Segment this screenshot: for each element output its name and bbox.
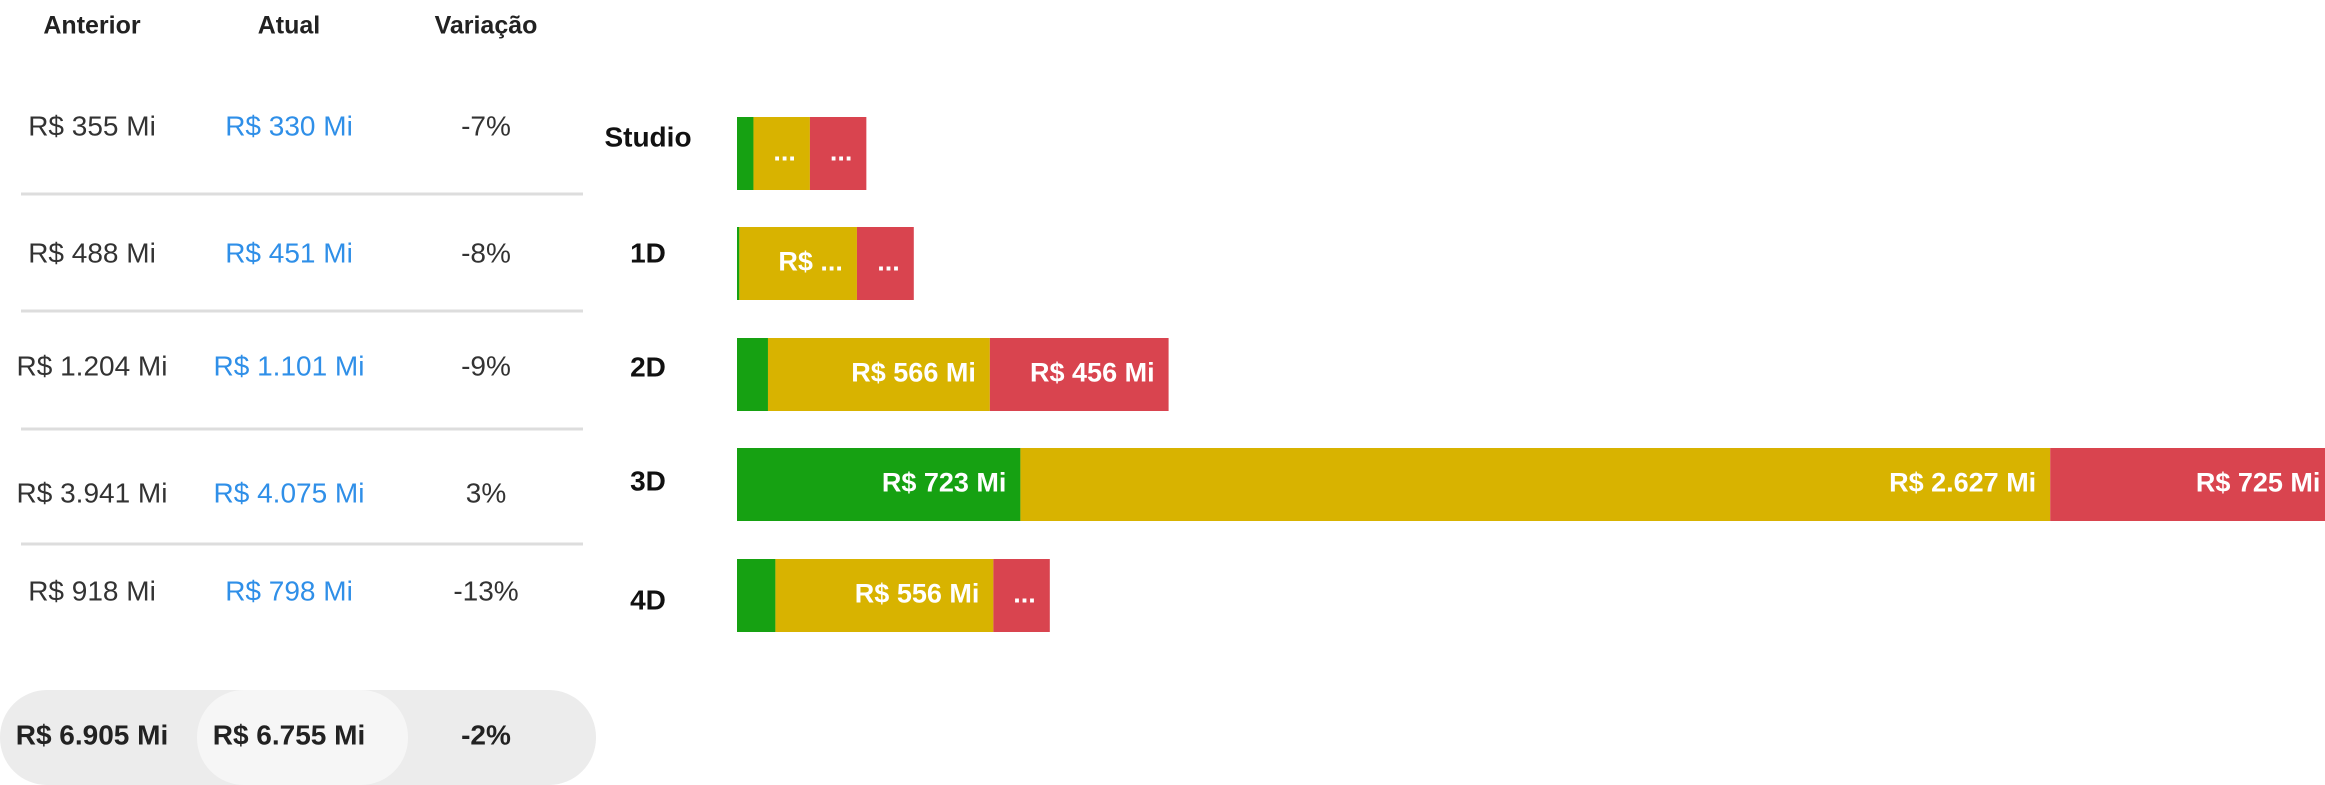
table-cell: R$ 1.204 Mi (17, 350, 168, 381)
table-cell: R$ 488 Mi (28, 237, 156, 268)
table-cell: -7% (461, 110, 511, 141)
bar-segment (993, 559, 1050, 632)
table-cell: R$ 918 Mi (28, 575, 156, 606)
column-header: Atual (258, 12, 321, 40)
bar-segment (737, 227, 740, 300)
bar-value-label: ... (877, 247, 900, 277)
table-cell: R$ 4.075 Mi (214, 477, 365, 508)
table-cell: -9% (461, 350, 511, 381)
bar-value-label: ... (773, 137, 796, 167)
category-label: 1D (630, 237, 666, 268)
table-cell: R$ 355 Mi (28, 110, 156, 141)
bar-segment (2050, 448, 2325, 521)
bar-value-label: ... (1013, 579, 1036, 609)
bar-segment (739, 227, 857, 300)
bar-segment (737, 338, 768, 411)
bar-value-label: R$ 556 Mi (855, 579, 980, 609)
category-label: 3D (630, 465, 666, 496)
bar-segment (856, 227, 914, 300)
bar-value-label: R$ 456 Mi (1030, 358, 1155, 388)
bar-segment (737, 559, 776, 632)
bar-segment (737, 448, 1021, 521)
total-cell: R$ 6.755 Mi (213, 719, 366, 750)
bar-value-label: R$ ... (778, 247, 843, 277)
bar-segment (809, 117, 867, 190)
bar-value-label: R$ 725 Mi (2196, 468, 2321, 498)
column-header: Anterior (43, 12, 141, 40)
table-cell: R$ 451 Mi (225, 237, 353, 268)
bar-segment (767, 338, 990, 411)
category-label: 4D (630, 584, 666, 615)
table-cell: -13% (453, 575, 518, 606)
bar-segment (989, 338, 1169, 411)
bar-value-label: R$ 566 Mi (851, 358, 976, 388)
total-current-pill (197, 690, 408, 785)
total-cell: -2% (461, 719, 511, 750)
table-cell: R$ 330 Mi (225, 110, 353, 141)
bar-value-label: R$ 723 Mi (882, 468, 1007, 498)
bar-segment (737, 117, 754, 190)
table-cell: R$ 3.941 Mi (17, 477, 168, 508)
table-cell: R$ 1.101 Mi (214, 350, 365, 381)
total-cell: R$ 6.905 Mi (16, 719, 169, 750)
table-cell: R$ 798 Mi (225, 575, 353, 606)
bar-segment (753, 117, 810, 190)
category-label: 2D (630, 351, 666, 382)
bar-value-label: ... (830, 137, 853, 167)
table-cell: -8% (461, 237, 511, 268)
category-label: Studio (604, 121, 691, 152)
bar-segment (1020, 448, 2051, 521)
bar-segment (775, 559, 994, 632)
bar-value-label: R$ 2.627 Mi (1889, 468, 2036, 498)
column-header: Variação (435, 12, 538, 40)
table-cell: 3% (466, 477, 506, 508)
